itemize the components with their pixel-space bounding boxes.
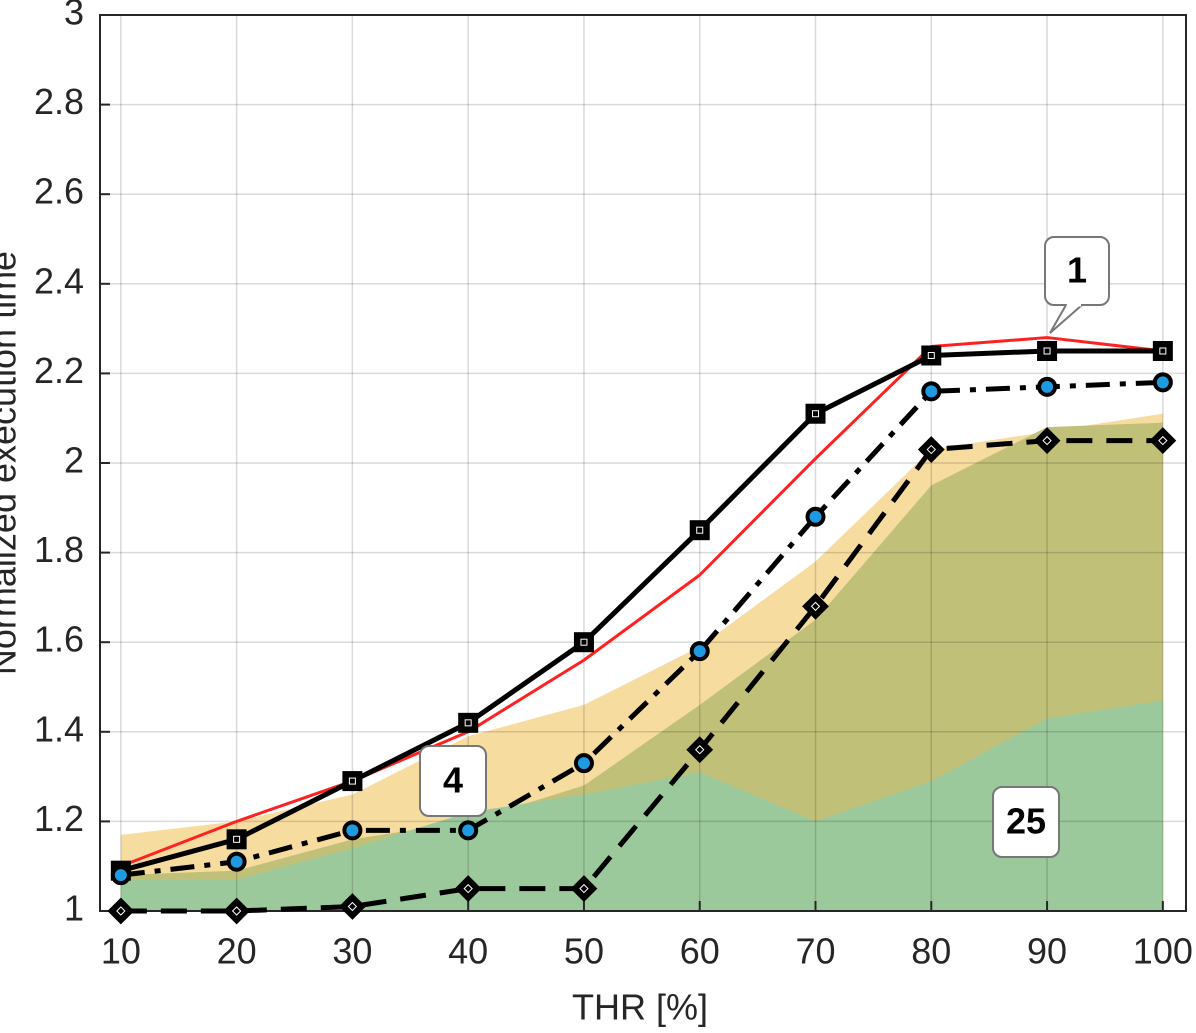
marker (338, 893, 366, 920)
marker-inner (810, 601, 821, 612)
y-tick-label: 2.4 (34, 260, 84, 301)
marker (802, 592, 829, 620)
marker (342, 820, 363, 841)
marker (686, 736, 714, 764)
y-tick-label: 1.8 (34, 529, 84, 570)
marker-inner (812, 410, 820, 418)
line (120, 438, 1163, 914)
marker (458, 820, 479, 841)
marker (1033, 427, 1061, 455)
line (120, 336, 1164, 868)
marker-inner (927, 351, 935, 359)
marker (921, 381, 942, 402)
marker (805, 506, 826, 527)
x-tick-label: 20 (217, 931, 257, 972)
marker-inner (348, 777, 356, 785)
y-tick-label: 1.2 (34, 798, 84, 839)
marker (1152, 341, 1173, 361)
marker-inner (926, 444, 936, 455)
y-axis-label: Normalized execution time (0, 251, 24, 675)
y-tick-label: 2.2 (34, 350, 84, 391)
y-tick-label: 3 (64, 0, 84, 33)
x-tick-label: 100 (1133, 931, 1193, 972)
axes-box (99, 14, 1187, 912)
y-tick-label: 2.6 (34, 171, 84, 212)
marker (1037, 376, 1058, 397)
y-tick-label: 2.8 (34, 81, 84, 122)
marker-inner (347, 901, 358, 912)
x-tick-label: 80 (911, 931, 951, 972)
marker-inner (231, 906, 242, 916)
marker-inner (1042, 435, 1052, 446)
line (120, 379, 1163, 878)
marker (107, 897, 135, 925)
marker (223, 897, 251, 925)
area (120, 422, 1163, 911)
marker-inner (696, 526, 704, 534)
x-tick-label: 40 (448, 931, 488, 972)
annotation-box (992, 786, 1060, 858)
marker (458, 712, 479, 733)
marker (805, 403, 826, 424)
marker (573, 632, 594, 653)
x-tick-label: 10 (101, 931, 141, 972)
marker (1152, 372, 1173, 393)
annotation-tail (1049, 304, 1083, 334)
x-tick-label: 30 (332, 931, 372, 972)
x-tick-label: 50 (564, 931, 604, 972)
marker-inner (580, 638, 588, 646)
x-axis-label: THR [%] (572, 987, 708, 1028)
marker (917, 436, 945, 463)
annotation-box (419, 745, 487, 817)
marker-inner (233, 835, 241, 843)
marker-inner (695, 745, 705, 755)
marker-inner (463, 883, 473, 894)
marker (454, 875, 482, 903)
marker (1037, 341, 1058, 361)
annotation: 4 (443, 760, 463, 801)
marker-inner (116, 906, 126, 916)
marker (921, 345, 942, 366)
annotation: 1 (1067, 250, 1087, 291)
line (120, 348, 1163, 874)
annotation: 25 (1006, 801, 1046, 842)
y-tick-label: 1.6 (34, 619, 84, 660)
marker-inner (464, 719, 472, 727)
marker-inner (1158, 435, 1168, 446)
marker (689, 641, 710, 662)
marker (226, 829, 247, 850)
marker-inner (1043, 347, 1051, 355)
y-tick-label: 1.4 (34, 708, 84, 749)
y-tick-label: 1 (64, 888, 84, 929)
area (120, 700, 1163, 911)
marker-inner (579, 883, 589, 894)
y-tick-label: 2 (64, 440, 84, 481)
marker (110, 865, 131, 886)
marker (1149, 427, 1177, 455)
marker (570, 875, 598, 903)
marker (342, 771, 363, 792)
x-tick-label: 70 (795, 931, 835, 972)
marker (573, 753, 594, 774)
marker (226, 851, 247, 872)
marker (689, 520, 710, 541)
x-tick-label: 60 (680, 931, 720, 972)
marker-inner (1159, 347, 1167, 355)
x-tick-label: 90 (1027, 931, 1067, 972)
